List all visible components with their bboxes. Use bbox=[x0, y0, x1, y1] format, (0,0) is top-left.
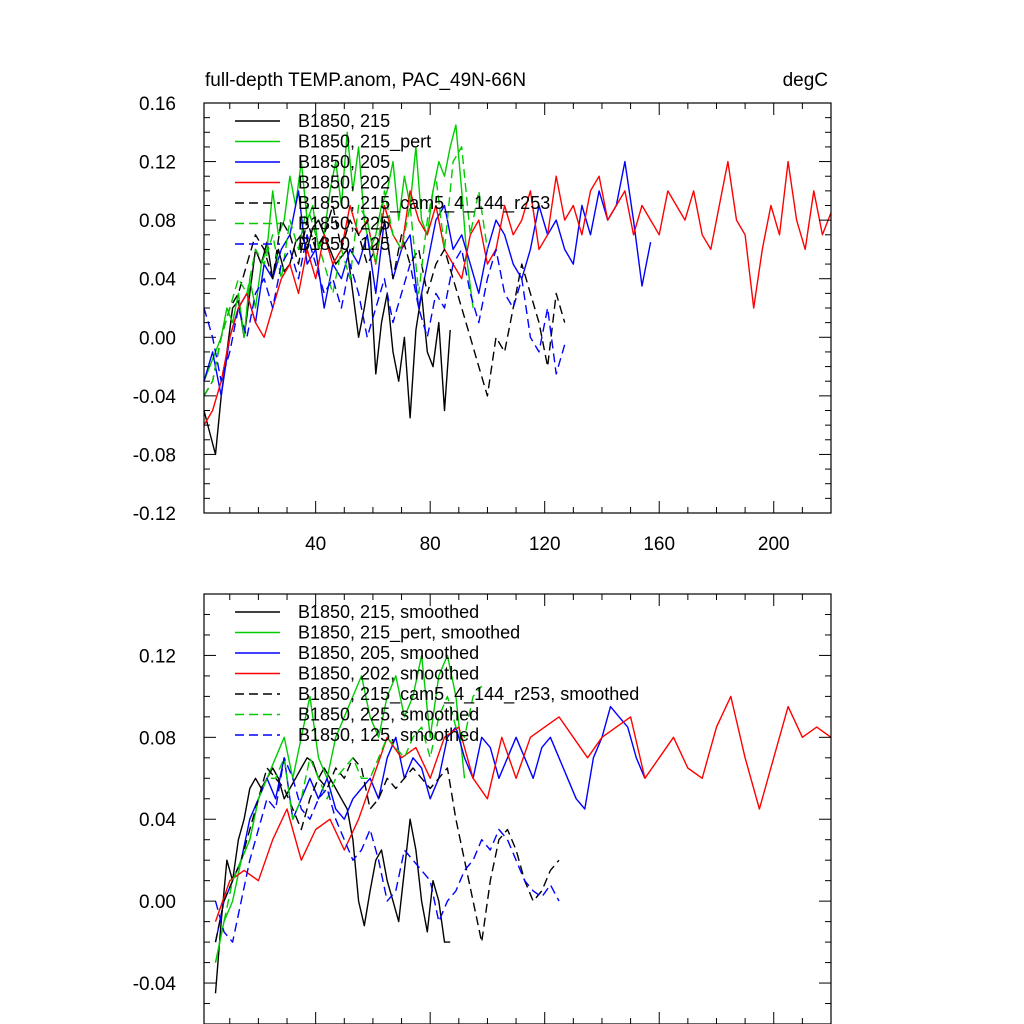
top-legend-label-6: B1850, 225 bbox=[298, 214, 390, 234]
top-series-line-7 bbox=[203, 234, 566, 382]
bottom-legend-label-4: B1850, 202, smoothed bbox=[298, 664, 479, 684]
top-legend-label-4: B1850, 202 bbox=[298, 173, 390, 193]
top-ytick-label: 0.16 bbox=[139, 94, 176, 115]
top-xtick-label: 200 bbox=[758, 534, 790, 555]
bottom-legend-label-7: B1850, 125, smoothed bbox=[298, 725, 479, 745]
bottom-ticks-group: -0.04 0.00 0.04 0.08 0.12 bbox=[133, 593, 832, 1024]
top-legend-label-3: B1850, 205 bbox=[298, 152, 390, 172]
top-ytick-label: 0.08 bbox=[139, 211, 176, 232]
top-xtick-label: 120 bbox=[529, 534, 561, 555]
top-plot-frame bbox=[203, 102, 832, 514]
bottom-series-line-4 bbox=[214, 695, 832, 922]
top-legend-label-1: B1850, 215 bbox=[298, 111, 390, 131]
top-title-right: degC bbox=[783, 70, 828, 91]
bottom-ytick-label: 0.12 bbox=[139, 646, 176, 667]
top-title-left: full-depth TEMP.anom, PAC_49N-66N bbox=[205, 70, 526, 91]
top-xtick-label: 160 bbox=[643, 534, 675, 555]
bottom-ytick-label: 0.04 bbox=[139, 810, 176, 831]
top-series-line-4 bbox=[203, 160, 832, 426]
top-ytick-label: 0.12 bbox=[139, 153, 176, 174]
top-ytick-label: -0.04 bbox=[133, 387, 177, 408]
bottom-ytick-label: -0.04 bbox=[133, 974, 177, 995]
top-legend-label-5: B1850, 215_cam5_4_144_r253 bbox=[298, 193, 550, 214]
top-legend-label-7: B1850, 125 bbox=[298, 234, 390, 254]
bottom-ytick-label: 0.08 bbox=[139, 728, 176, 749]
top-ytick-label: 0.04 bbox=[139, 270, 176, 291]
top-series-line-2 bbox=[203, 124, 474, 382]
bottom-legend-label-3: B1850, 205, smoothed bbox=[298, 643, 479, 663]
bottom-legend-label-1: B1850, 215, smoothed bbox=[298, 602, 479, 622]
bottom-series-line-7 bbox=[214, 757, 560, 943]
top-legend-label-2: B1850, 215_pert bbox=[298, 132, 431, 153]
bottom-legend-label-6: B1850, 225, smoothed bbox=[298, 705, 479, 725]
bottom-legend-label-5: B1850, 215_cam5_4_144_r253, smoothed bbox=[298, 684, 639, 705]
top-series-line-1 bbox=[203, 219, 451, 456]
top-series-line-6 bbox=[203, 146, 489, 397]
top-series-group bbox=[203, 124, 832, 456]
bottom-legend-label-2: B1850, 215_pert, smoothed bbox=[298, 623, 520, 644]
top-panel: full-depth TEMP.anom, PAC_49N-66N degC -… bbox=[133, 70, 832, 555]
top-xtick-label: 80 bbox=[420, 534, 441, 555]
bottom-panel: -0.04 0.00 0.04 0.08 0.12 B1850, 215, smooth… bbox=[133, 593, 832, 1024]
top-ytick-label: -0.12 bbox=[133, 504, 176, 525]
bottom-series-line-6 bbox=[214, 685, 483, 963]
top-series-line-5 bbox=[203, 204, 566, 397]
bottom-plot-frame bbox=[203, 593, 832, 1024]
top-ytick-label: 0.00 bbox=[139, 328, 176, 349]
bottom-ytick-label: 0.00 bbox=[139, 892, 176, 913]
top-xtick-label: 40 bbox=[305, 534, 326, 555]
top-ytick-label: -0.08 bbox=[133, 445, 176, 466]
bottom-series-line-5 bbox=[214, 757, 560, 943]
bottom-series-group bbox=[214, 654, 832, 994]
top-series-line-3 bbox=[203, 160, 652, 397]
top-ticks-group: -0.12 -0.08 -0.04 0.00 0.04 0.08 0.12 0.16 40 80 1… bbox=[133, 94, 832, 555]
